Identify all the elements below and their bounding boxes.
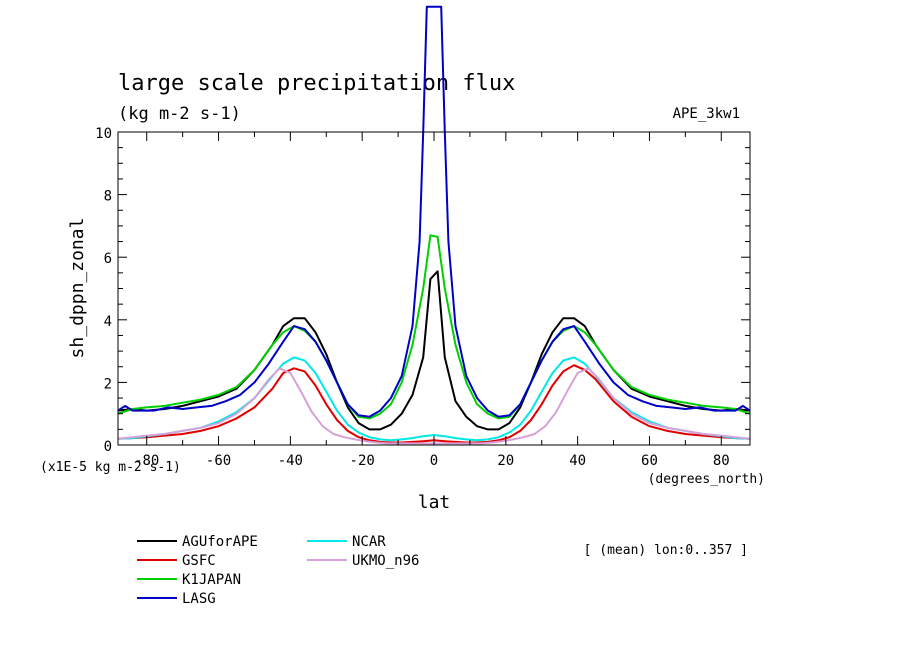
y-tick-label: 4 bbox=[104, 314, 112, 330]
x-tick-label: 20 bbox=[497, 453, 514, 469]
legend-label: GSFC bbox=[182, 553, 216, 569]
y-tick-label: 0 bbox=[104, 439, 112, 455]
legend-label: K1JAPAN bbox=[182, 572, 241, 588]
legend-label: LASG bbox=[182, 591, 216, 607]
x-tick-label: -40 bbox=[278, 453, 303, 469]
legend-label: NCAR bbox=[352, 534, 386, 550]
y-tick-label: 10 bbox=[95, 126, 112, 142]
series-line-k1japan bbox=[118, 234, 750, 420]
y-tick-label: 8 bbox=[104, 189, 112, 205]
y-tick-label: 6 bbox=[104, 251, 112, 267]
x-tick-label: -60 bbox=[206, 453, 231, 469]
x-units-label: (degrees_north) bbox=[648, 472, 765, 487]
legend: AGUforAPE GSFC K1JAPAN LASG NCAR UKMO_n96 bbox=[137, 534, 419, 607]
experiment-label: APE_3kw1 bbox=[673, 106, 740, 122]
chart-title: large scale precipitation flux bbox=[118, 71, 515, 96]
x-tick-label: 60 bbox=[641, 453, 658, 469]
x-tick-label: -20 bbox=[350, 453, 375, 469]
x-axis-label: lat bbox=[418, 492, 451, 513]
legend-label: AGUforAPE bbox=[182, 534, 258, 550]
legend-label: UKMO_n96 bbox=[352, 553, 419, 569]
x-tick-label: -80 bbox=[134, 453, 159, 469]
y-tick-label: 2 bbox=[104, 376, 112, 392]
axis-ticks: -80 -60 -40 -20 0 20 40 60 80 0 2 4 6 8 10 bbox=[95, 126, 750, 469]
series-line-gsfc bbox=[118, 364, 750, 444]
y-scale-note: (x1E-5 kg m-2 s-1) bbox=[40, 460, 181, 475]
chart-subtitle: (kg m-2 s-1) bbox=[118, 104, 241, 124]
series-line-lasg bbox=[118, 5, 750, 418]
x-tick-label: 0 bbox=[430, 453, 438, 469]
x-tick-label: 40 bbox=[569, 453, 586, 469]
y-axis-label: sh_dppn_zonal bbox=[67, 218, 88, 359]
footnote-label: [ (mean) lon:0..357 ] bbox=[584, 543, 748, 558]
x-tick-label: 80 bbox=[713, 453, 730, 469]
